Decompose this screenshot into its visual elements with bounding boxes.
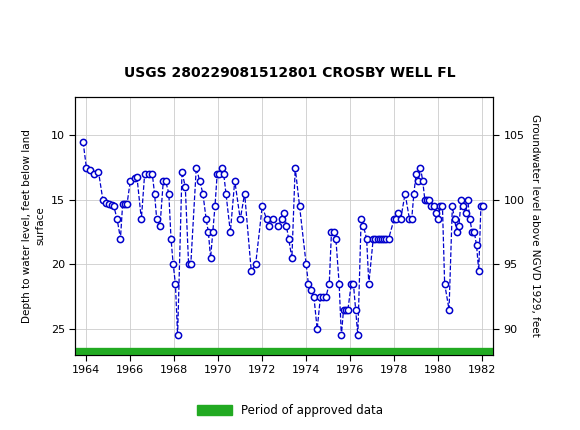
- Bar: [9, 13, 121, 27]
- Text: USGS: USGS: [35, 11, 86, 29]
- Y-axis label: Groundwater level above NGVD 1929, feet: Groundwater level above NGVD 1929, feet: [530, 114, 540, 337]
- Legend: Period of approved data: Period of approved data: [192, 399, 388, 422]
- Y-axis label: Depth to water level, feet below land
surface: Depth to water level, feet below land su…: [22, 129, 45, 322]
- Text: ▤: ▤: [12, 10, 32, 30]
- Text: USGS 280229081512801 CROSBY WELL FL: USGS 280229081512801 CROSBY WELL FL: [124, 66, 456, 80]
